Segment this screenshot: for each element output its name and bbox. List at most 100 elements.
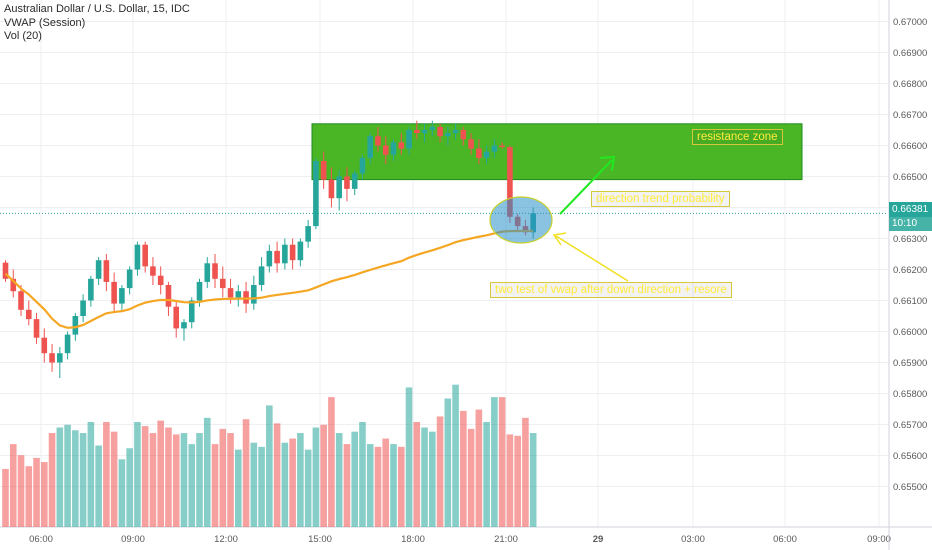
candle-body <box>204 263 211 282</box>
volume-bar <box>405 387 413 527</box>
green-arrow-shaft <box>559 159 613 215</box>
y-tick-label: 0.66600 <box>893 141 927 152</box>
candle-body <box>188 300 195 323</box>
volume-bar <box>335 433 343 527</box>
candle-body <box>119 288 125 304</box>
green-arrow-head <box>599 155 616 172</box>
volume-bar <box>149 433 157 527</box>
volume-bar <box>460 410 467 527</box>
volume-bar <box>41 462 48 527</box>
y-tick-label: 0.65800 <box>893 389 927 400</box>
y-tick-label: 0.66100 <box>893 296 927 307</box>
volume-bar <box>351 431 358 527</box>
chart-legend: Australian Dollar / U.S. Dollar, 15, IDC… <box>4 3 190 44</box>
y-tick-label: 0.67000 <box>893 17 927 28</box>
volume-bar <box>506 434 514 527</box>
volume-bar <box>491 397 498 527</box>
candle-body <box>157 275 164 285</box>
volume-bar <box>25 466 33 527</box>
x-tick-label: 29 <box>593 534 604 545</box>
candle-body <box>282 244 288 264</box>
y-tick-label: 0.65900 <box>893 358 927 369</box>
candle-body <box>243 291 249 304</box>
direction-trend-label: direction trend probability <box>591 191 730 207</box>
volume-bar <box>242 419 250 527</box>
volume-bar <box>110 431 118 527</box>
candle-body <box>72 316 79 335</box>
volume-bar <box>436 416 444 527</box>
volume-bar <box>141 426 149 527</box>
y-tick-label: 0.65700 <box>893 420 927 431</box>
candle-body <box>165 285 172 307</box>
volume-bar <box>134 421 141 527</box>
volume-bar <box>87 421 95 527</box>
volume-bar <box>56 427 64 527</box>
x-tick-label: 21:00 <box>494 534 518 545</box>
candle-body <box>274 250 280 264</box>
volume-bar <box>235 449 242 527</box>
volume-bar <box>227 433 234 527</box>
candle-body <box>219 278 226 289</box>
candle-body <box>336 176 342 199</box>
candle-body <box>49 353 55 363</box>
y-tick-label: 0.66500 <box>893 172 927 183</box>
y-tick-label: 0.66000 <box>893 327 927 338</box>
candle-body <box>134 244 141 270</box>
volume-bar <box>366 444 374 527</box>
candle-body <box>452 130 459 134</box>
candle-body <box>18 291 24 310</box>
candle-body <box>289 244 296 261</box>
candle-body <box>406 130 412 149</box>
y-tick-label: 0.66700 <box>893 110 927 121</box>
candle-body <box>2 262 9 279</box>
candle-body <box>95 260 102 279</box>
volume-bar <box>9 444 17 527</box>
candle-body <box>421 130 428 134</box>
x-tick-label: 09:00 <box>867 534 891 545</box>
candle-body <box>64 334 71 354</box>
candle-body <box>111 281 117 304</box>
volume-bar <box>382 438 390 527</box>
candle-body <box>266 250 273 267</box>
x-tick-label: 18:00 <box>401 534 425 545</box>
volume-bar <box>266 405 273 527</box>
yellow-arrow-shaft <box>555 235 629 282</box>
volume-bar <box>188 444 196 527</box>
volume-bar <box>304 449 312 527</box>
y-tick-label: 0.66200 <box>893 265 927 276</box>
volume-bar <box>72 430 79 527</box>
volume-bar <box>289 438 296 527</box>
countdown-tag: 10:10 <box>889 217 932 231</box>
volume-bar <box>297 433 304 527</box>
volume-bar <box>64 424 71 527</box>
volume-bar <box>79 433 87 527</box>
volume-bar <box>514 435 521 527</box>
y-tick-label: 0.66800 <box>893 79 927 90</box>
y-tick-label: 0.65600 <box>893 451 927 462</box>
volume-bar <box>281 442 289 527</box>
candle-body <box>320 161 327 180</box>
volume-indicator-label[interactable]: Vol (20) <box>4 30 42 42</box>
candle-body <box>483 151 490 158</box>
x-tick-label: 06:00 <box>29 534 53 545</box>
vwap-test-highlight <box>489 196 553 244</box>
candle-body <box>88 278 94 301</box>
volume-bar <box>211 444 219 527</box>
candle-body <box>173 306 180 329</box>
candle-body <box>57 353 63 363</box>
candle-body <box>460 130 467 140</box>
vwap-line <box>4 229 534 329</box>
volume-bar <box>312 427 320 527</box>
volume-bar <box>397 446 405 527</box>
volume-bar <box>157 420 164 527</box>
candle-body <box>103 260 110 282</box>
candle-body <box>25 309 32 320</box>
current-price-tag: 0.66381 <box>889 202 932 217</box>
vwap-indicator-label[interactable]: VWAP (Session) <box>4 16 86 29</box>
volume-bar <box>343 444 351 527</box>
candle-body <box>429 126 436 130</box>
volume-bar <box>250 442 258 527</box>
volume-bar <box>219 428 227 527</box>
volume-bar <box>48 433 56 527</box>
